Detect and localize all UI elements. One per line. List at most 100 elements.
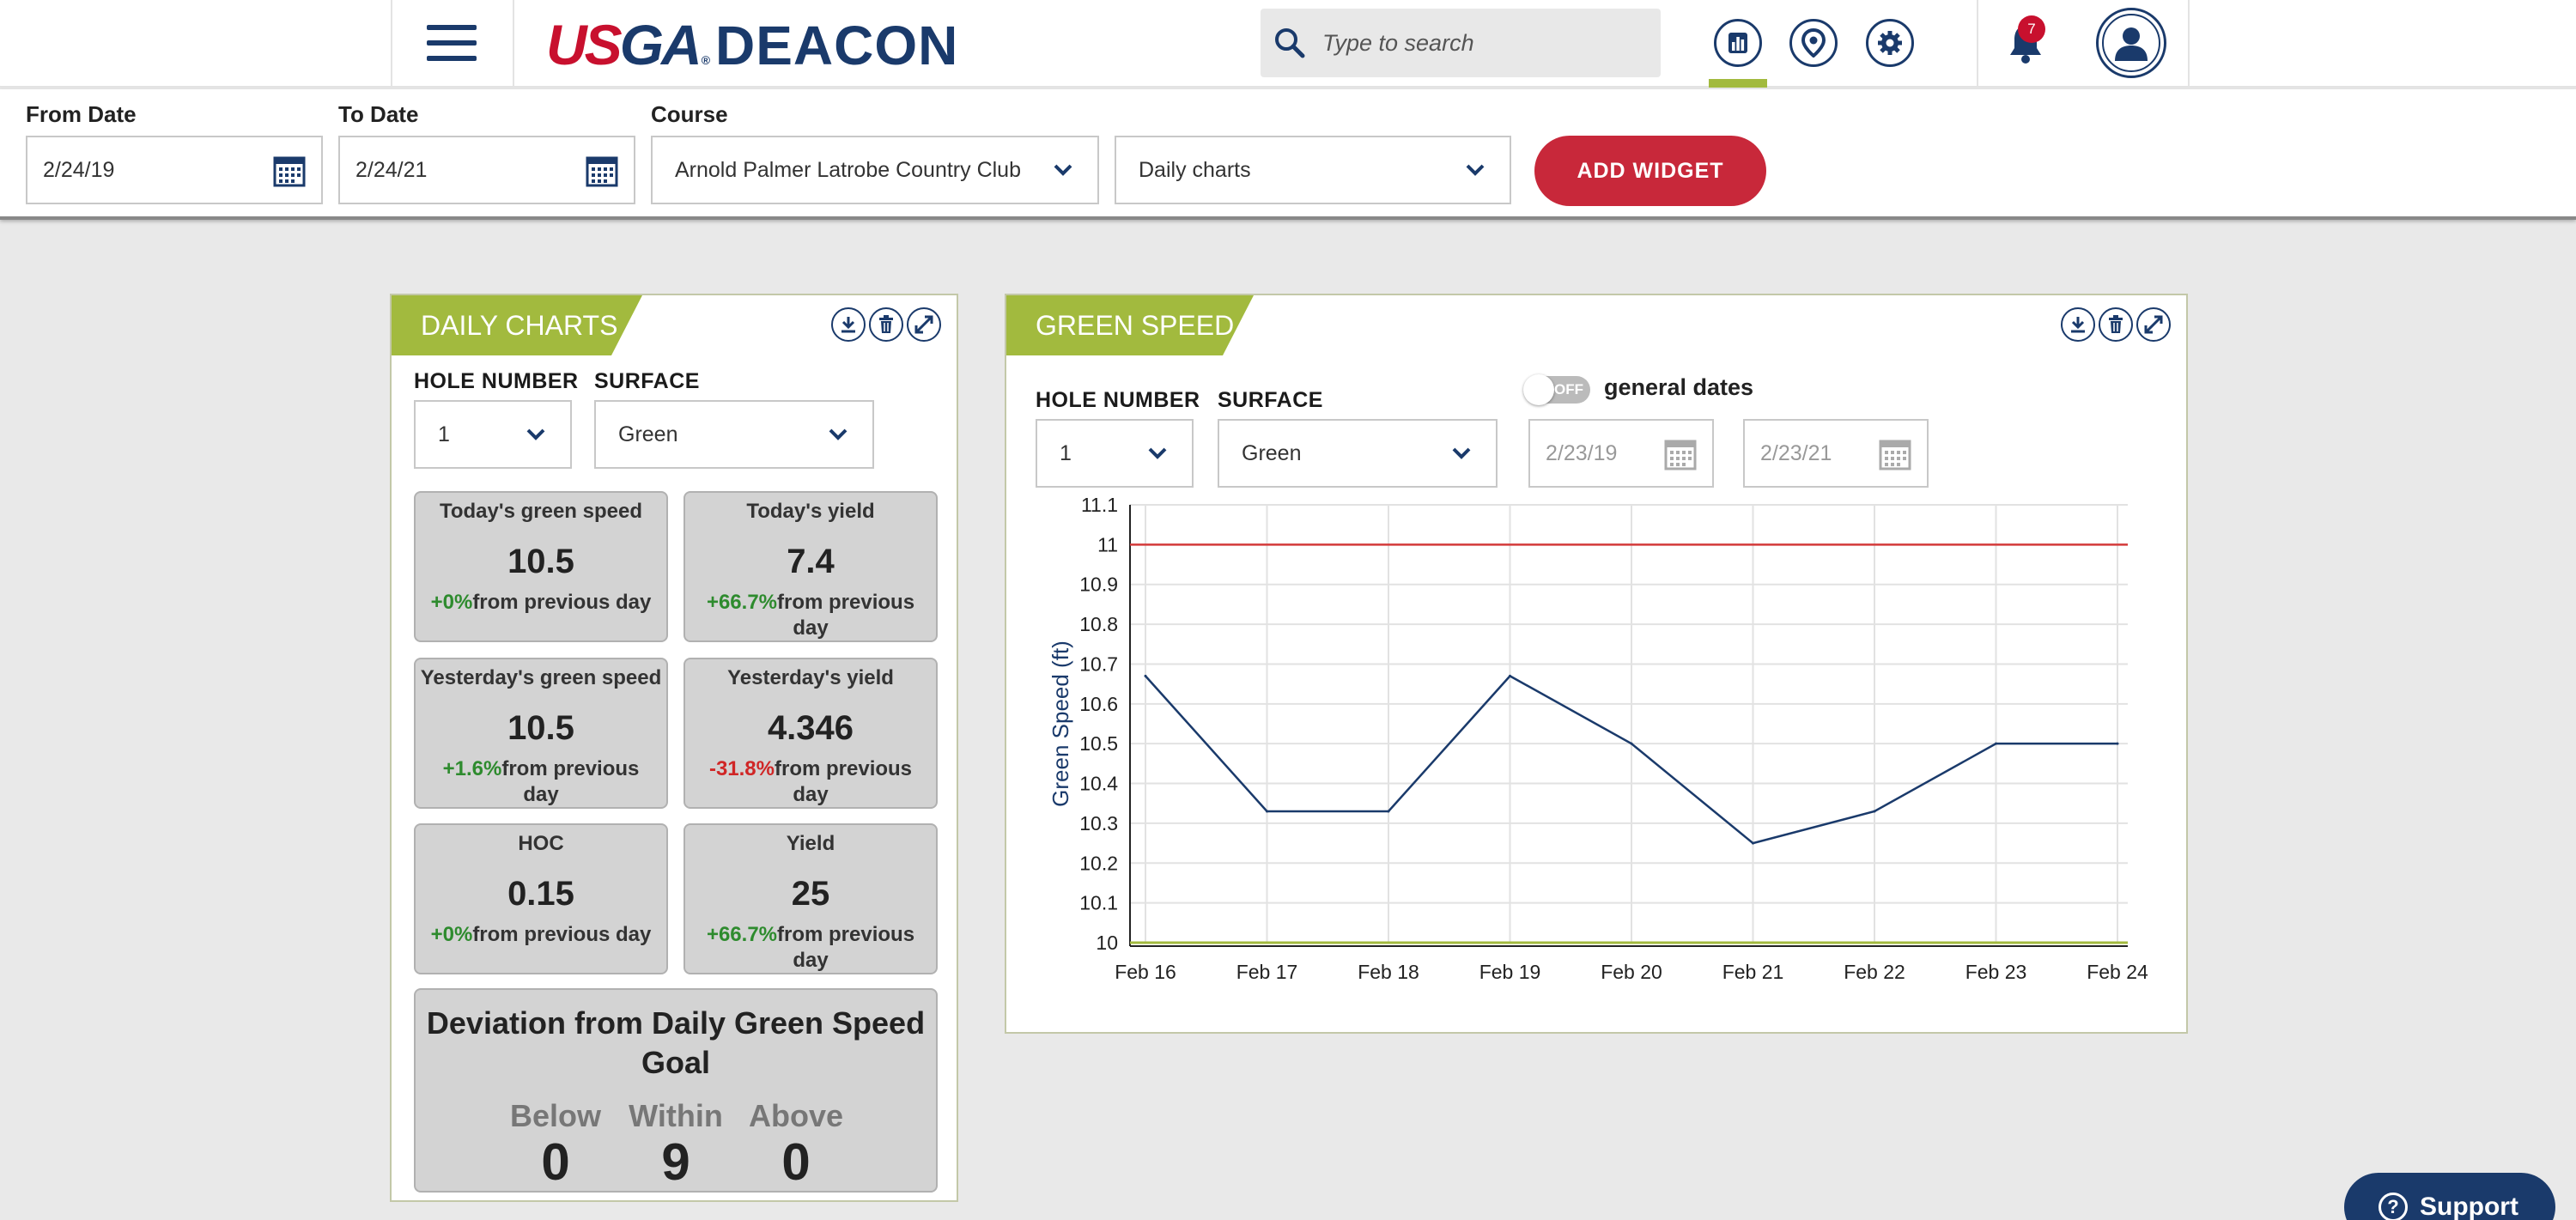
stat-delta: +1.6%from previous day	[416, 756, 666, 808]
delta-text: from previous day	[472, 591, 652, 614]
y-tick-label: 10.1	[1079, 892, 1118, 914]
support-label: Support	[2420, 1193, 2518, 1220]
x-tick-label: Feb 23	[1965, 961, 2027, 983]
stat-card-hoc: HOC 0.15 +0%from previous day	[414, 823, 668, 974]
to-date-field[interactable]: 2/24/21	[338, 136, 635, 204]
y-tick-label: 10.2	[1079, 852, 1118, 874]
search-box[interactable]	[1261, 9, 1661, 77]
user-avatar[interactable]	[2096, 8, 2166, 78]
nav-divider	[513, 0, 514, 88]
surface-value: Green	[618, 422, 678, 446]
widget-type-select[interactable]: Daily charts	[1115, 136, 1511, 204]
general-dates-toggle[interactable]: OFF	[1523, 374, 1590, 405]
add-widget-button[interactable]: ADD WIDGET	[1534, 136, 1766, 206]
calendar-icon[interactable]	[1664, 438, 1697, 470]
stat-title: Today's green speed	[439, 500, 642, 523]
data-point	[1752, 841, 1754, 845]
user-icon	[2115, 27, 2148, 61]
stat-title: Yesterday's green speed	[420, 666, 662, 689]
deviation-above-label: Above	[749, 1098, 844, 1133]
expand-icon[interactable]	[2136, 307, 2171, 342]
y-tick-label: 10.7	[1079, 652, 1118, 675]
data-point	[1144, 674, 1147, 677]
deviation-within: Within 9	[629, 1098, 723, 1191]
support-button[interactable]: ? Support	[2344, 1173, 2555, 1220]
deviation-within-label: Within	[629, 1098, 723, 1133]
chevron-down-icon	[526, 428, 545, 440]
x-tick-label: Feb 17	[1236, 961, 1298, 983]
surface-label: SURFACE	[594, 369, 700, 393]
data-point	[1630, 742, 1633, 745]
y-tick-label: 10.6	[1079, 693, 1118, 715]
stat-delta: +0%from previous day	[416, 590, 666, 616]
deviation-above-value: 0	[781, 1133, 811, 1191]
deviation-within-value: 9	[661, 1133, 690, 1191]
widget-toolbar	[831, 307, 941, 342]
delta-text: from previous day	[775, 757, 913, 806]
y-tick-label: 10.4	[1079, 773, 1118, 795]
course-label: Course	[651, 101, 728, 127]
stat-card-today-green-speed: Today's green speed 10.5 +0%from previou…	[414, 491, 668, 642]
general-dates-label: general dates	[1604, 374, 1754, 400]
x-tick-label: Feb 22	[1844, 961, 1905, 983]
x-tick-label: Feb 24	[2087, 961, 2148, 983]
stat-card-yield: Yield 25 +66.7%from previous day	[683, 823, 938, 974]
hole-number-value: 1	[438, 422, 450, 446]
menu-icon[interactable]	[427, 25, 477, 61]
start-date-field[interactable]: 2/23/19	[1528, 419, 1714, 488]
calendar-icon[interactable]	[273, 155, 306, 187]
widget-type-value: Daily charts	[1139, 157, 1251, 182]
surface-select[interactable]: Green	[1218, 419, 1498, 488]
end-date-value: 2/23/21	[1760, 440, 1832, 465]
surface-select[interactable]: Green	[594, 400, 874, 469]
search-icon	[1275, 28, 1305, 58]
hole-number-select[interactable]: 1	[1036, 419, 1194, 488]
trash-icon[interactable]	[869, 307, 903, 342]
delta-text: from previous day	[777, 923, 915, 972]
course-select[interactable]: Arnold Palmer Latrobe Country Club	[651, 136, 1099, 204]
download-icon[interactable]	[2061, 307, 2095, 342]
delta-percent: +66.7%	[706, 923, 778, 946]
x-tick-label: Feb 20	[1601, 961, 1662, 983]
stat-title: Today's yield	[746, 500, 875, 523]
data-point	[1873, 810, 1876, 813]
x-tick-label: Feb 16	[1115, 961, 1176, 983]
brand-logo[interactable]: US GA ® DEACON	[546, 13, 959, 76]
deviation-title: Deviation from Daily Green Speed Goal	[426, 1005, 926, 1080]
filter-bar: From Date 2/24/19 To Date 2/24/21 Course	[0, 89, 2576, 220]
stat-card-today-yield: Today's yield 7.4 +66.7%from previous da…	[683, 491, 938, 642]
data-point	[1266, 810, 1268, 813]
data-point	[1387, 810, 1390, 813]
surface-label: SURFACE	[1218, 388, 1323, 412]
bar-chart-icon[interactable]	[1714, 19, 1762, 67]
delta-percent: +0%	[430, 923, 473, 946]
y-tick-label: 10.9	[1079, 574, 1118, 596]
daily-charts-title: DAILY CHARTS	[392, 295, 642, 355]
chevron-down-icon	[1148, 447, 1167, 459]
data-point	[1995, 742, 1997, 745]
calendar-icon[interactable]	[586, 155, 618, 187]
stat-value: 10.5	[507, 709, 574, 747]
from-date-field[interactable]: 2/24/19	[26, 136, 323, 204]
toggle-knob	[1523, 374, 1554, 405]
deviation-card: Deviation from Daily Green Speed Goal Be…	[414, 988, 938, 1193]
daily-charts-widget: DAILY CHARTS HOLE NUMBER 1 SURFACE Green…	[390, 294, 958, 1202]
trash-icon[interactable]	[2099, 307, 2133, 342]
chevron-down-icon	[1054, 164, 1072, 176]
location-pin-icon[interactable]	[1789, 19, 1838, 67]
chevron-down-icon	[1466, 164, 1485, 176]
stat-title: HOC	[518, 832, 564, 855]
search-input[interactable]	[1322, 29, 1649, 57]
calendar-icon[interactable]	[1879, 438, 1911, 470]
end-date-field[interactable]: 2/23/21	[1743, 419, 1929, 488]
download-icon[interactable]	[831, 307, 866, 342]
delta-percent: +66.7%	[706, 591, 778, 614]
y-tick-label: 10.5	[1079, 732, 1118, 755]
x-tick-label: Feb 21	[1722, 961, 1784, 983]
hole-number-select[interactable]: 1	[414, 400, 572, 469]
expand-icon[interactable]	[907, 307, 941, 342]
to-date-value: 2/24/21	[355, 157, 428, 182]
gear-icon[interactable]	[1866, 19, 1914, 67]
nav-divider	[391, 0, 392, 88]
nav-divider	[1977, 0, 1978, 88]
